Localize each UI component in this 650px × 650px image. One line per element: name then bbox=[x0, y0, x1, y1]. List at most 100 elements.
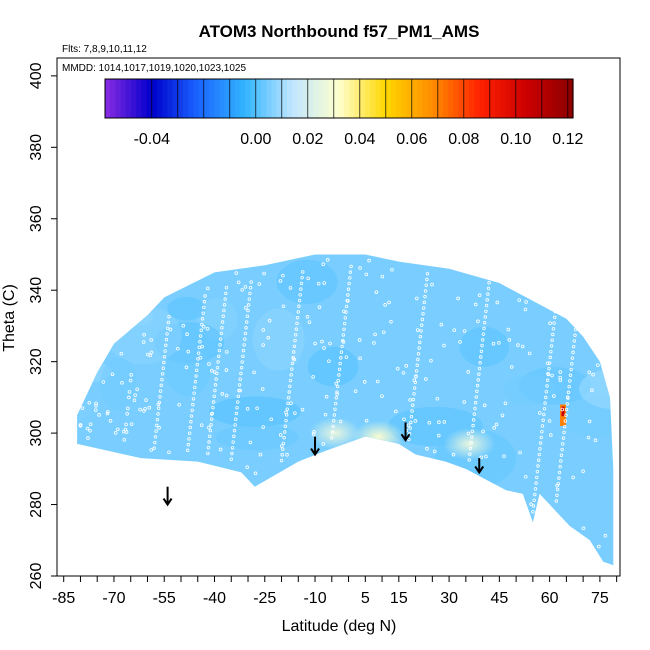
sample-point bbox=[220, 392, 225, 396]
colorbar-swatch bbox=[105, 79, 111, 118]
sample-point bbox=[248, 440, 253, 445]
sample-point bbox=[506, 327, 511, 332]
colorbar-swatch bbox=[562, 79, 569, 118]
sample-point bbox=[414, 296, 419, 301]
sample-point bbox=[432, 449, 437, 454]
profile-point bbox=[200, 317, 205, 321]
profile-point bbox=[349, 264, 353, 269]
profile-point bbox=[411, 403, 415, 407]
profile-point bbox=[532, 498, 536, 502]
sample-point bbox=[548, 321, 552, 326]
sample-point bbox=[500, 413, 505, 418]
colorbar-swatch bbox=[521, 79, 527, 118]
profile-point bbox=[571, 350, 575, 355]
sample-point bbox=[497, 341, 501, 345]
colorbar-swatch bbox=[422, 79, 428, 118]
colorbar-swatch bbox=[453, 79, 460, 118]
sample-point bbox=[364, 418, 369, 423]
profile-point bbox=[552, 321, 556, 325]
profile-point bbox=[207, 440, 211, 444]
sample-point bbox=[507, 338, 512, 342]
sample-point bbox=[125, 406, 130, 411]
colorbar-swatch bbox=[406, 79, 413, 118]
x-tick-label: 15 bbox=[390, 590, 408, 607]
x-tick-label: -25 bbox=[253, 590, 276, 607]
colorbar-swatch bbox=[323, 79, 330, 118]
profile-point bbox=[547, 361, 552, 365]
sample-point bbox=[517, 298, 522, 302]
sample-point bbox=[205, 326, 210, 331]
profile-point bbox=[342, 321, 347, 326]
shading-patch bbox=[306, 450, 378, 489]
profile-point bbox=[295, 321, 299, 326]
profile-point bbox=[556, 482, 560, 486]
profile-point bbox=[485, 298, 489, 302]
profile-point bbox=[217, 348, 222, 353]
sample-point bbox=[516, 343, 520, 347]
sample-point bbox=[560, 407, 565, 412]
sample-point bbox=[209, 368, 214, 373]
shading-patch bbox=[167, 296, 206, 321]
profile-point bbox=[472, 418, 476, 422]
y-tick-label: 380 bbox=[28, 134, 45, 161]
sample-point bbox=[357, 338, 362, 342]
profile-point bbox=[331, 424, 335, 429]
arrow-markers bbox=[162, 422, 485, 507]
colorbar-swatch bbox=[552, 79, 558, 118]
profile-point bbox=[292, 344, 297, 348]
colorbar-swatch bbox=[193, 79, 200, 118]
sample-point bbox=[243, 285, 248, 289]
profile-point bbox=[536, 464, 540, 468]
sample-point bbox=[545, 361, 550, 366]
colorbar-swatch bbox=[287, 79, 293, 118]
profile-point bbox=[243, 337, 247, 341]
sample-point bbox=[358, 356, 362, 361]
profile-point bbox=[206, 446, 211, 450]
sample-point bbox=[503, 401, 508, 406]
sample-point bbox=[138, 407, 142, 412]
profile-point bbox=[424, 283, 428, 287]
shading-patch bbox=[340, 466, 398, 497]
profile-point bbox=[222, 308, 226, 313]
profile-point bbox=[566, 390, 571, 395]
profile-point bbox=[209, 417, 214, 421]
shading-patch bbox=[276, 259, 338, 304]
sample-point bbox=[484, 454, 488, 459]
plot-frame bbox=[56, 57, 621, 577]
profile-point bbox=[185, 448, 190, 453]
profile-point bbox=[561, 442, 565, 446]
sample-point bbox=[108, 419, 113, 423]
profile-point bbox=[332, 413, 337, 417]
profile-point bbox=[563, 419, 568, 423]
sample-point bbox=[383, 303, 387, 307]
profile-point bbox=[334, 396, 339, 400]
profile-point bbox=[234, 411, 239, 416]
profile-point bbox=[468, 452, 472, 456]
profile-point bbox=[486, 286, 491, 291]
colorbar-swatch bbox=[547, 79, 553, 118]
colorbar-swatch bbox=[157, 79, 163, 118]
colorbar-swatch bbox=[526, 79, 532, 118]
profile-point bbox=[555, 493, 559, 497]
profile-point bbox=[541, 418, 545, 422]
profile-point bbox=[208, 434, 212, 438]
sample-point bbox=[207, 362, 211, 366]
y-tick-label: 340 bbox=[28, 277, 45, 304]
profile-point bbox=[551, 327, 556, 331]
profile-point bbox=[286, 401, 290, 406]
sample-point bbox=[88, 422, 93, 427]
y-tick-label: 280 bbox=[28, 491, 45, 518]
profile-point bbox=[415, 363, 419, 367]
profile-point bbox=[218, 337, 223, 341]
shading-patch bbox=[302, 464, 368, 487]
colorbar-swatch bbox=[567, 79, 574, 118]
sample-point bbox=[144, 398, 148, 402]
sample-point bbox=[494, 422, 499, 427]
x-tick-label: -85 bbox=[52, 590, 75, 607]
colorbar-swatch bbox=[515, 79, 522, 118]
profile-point bbox=[409, 414, 414, 419]
sample-point bbox=[97, 413, 101, 417]
profile-point bbox=[287, 390, 291, 394]
profile-point bbox=[553, 315, 557, 320]
profile-point bbox=[482, 326, 486, 331]
